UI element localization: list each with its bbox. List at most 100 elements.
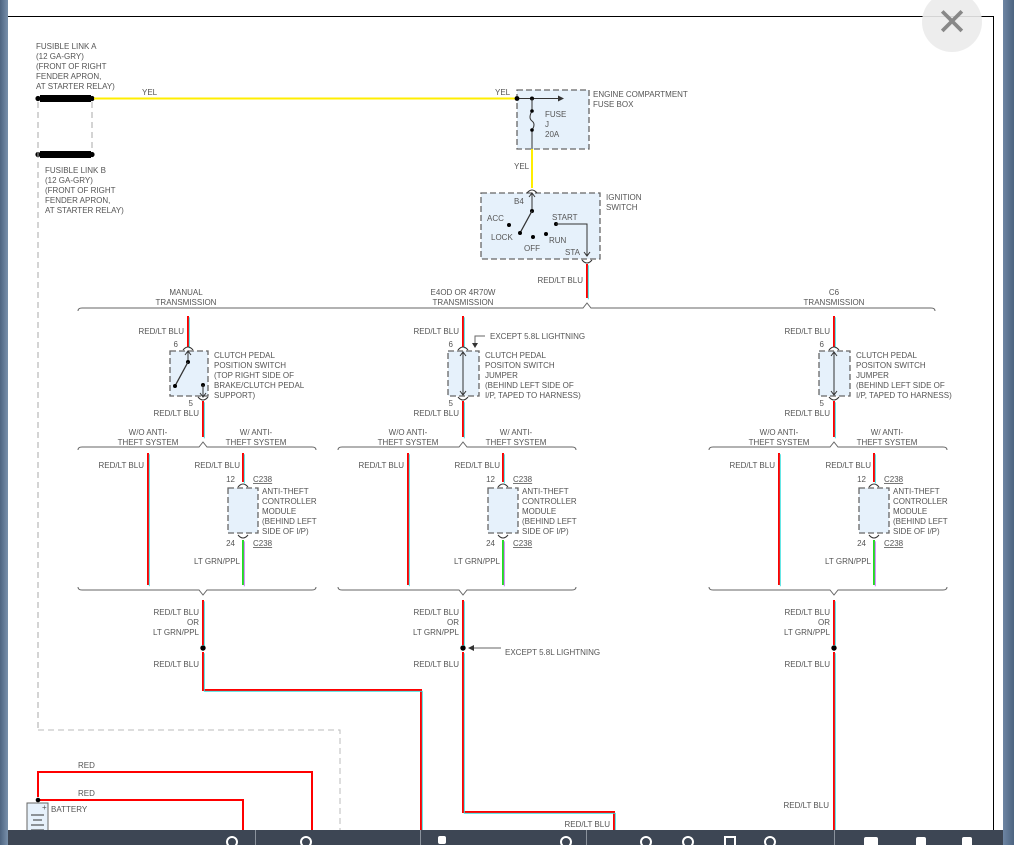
without-anti-theft-label: W/O ANTI- [760, 428, 799, 437]
connector-label: C238 [884, 475, 904, 484]
component-label: BRAKE/CLUTCH PEDAL [214, 381, 305, 390]
wire-label: RED/LT BLU [359, 461, 405, 470]
pin-label: 5 [820, 399, 825, 408]
wire-out [833, 401, 836, 439]
component-label: POSITON SWITCH [856, 361, 926, 370]
zoom-in-icon[interactable] [640, 836, 652, 845]
junction-dot [173, 384, 177, 388]
module-label: MODULE [893, 507, 927, 516]
anti-theft-module [858, 487, 890, 534]
wire-label: RED/LT BLU [154, 660, 200, 669]
switch-output [199, 385, 207, 398]
transmission-brace [77, 302, 936, 312]
wire-label: RED [78, 789, 95, 798]
fusible-link-a-label: FUSIBLE LINK A [36, 42, 97, 51]
module-label: ANTI-THEFT [893, 487, 940, 496]
connector-sta [581, 259, 593, 264]
position-run: RUN [549, 236, 567, 245]
splice-dot [831, 645, 837, 651]
anti-theft-module [227, 487, 259, 534]
connector-c238 [868, 534, 880, 539]
red-lt-blu-wire [462, 652, 616, 832]
module-label: SIDE OF I/P) [262, 527, 309, 536]
wire-label: RED/LT BLU [538, 276, 584, 285]
wire-out [462, 401, 465, 439]
jumper-symbol [459, 351, 467, 396]
battery-terminal [35, 797, 41, 803]
zoom-icon[interactable] [226, 836, 238, 845]
fusible-link-a [40, 95, 91, 102]
red-lt-blu-wire [202, 652, 423, 832]
terminal-label: B4 [514, 197, 524, 206]
switch-blade [174, 361, 189, 387]
wire-label: YEL [142, 88, 158, 97]
module-label: CONTROLLER [522, 497, 577, 506]
red-wire [37, 771, 313, 830]
wire-label: RED/LT BLU [785, 409, 831, 418]
lt-grn-ppl-wire [242, 540, 245, 587]
grid-icon[interactable] [438, 836, 446, 844]
search-icon[interactable] [300, 836, 312, 845]
component-label: POSITION SWITCH [214, 361, 286, 370]
battery-cells [31, 814, 44, 831]
ignition-switch [480, 192, 601, 260]
lt-grn-ppl-wire [502, 540, 505, 587]
print-icon[interactable] [962, 837, 972, 845]
note-label: EXCEPT 5.8L LIGHTNING [490, 332, 585, 341]
right-scrollbar[interactable] [1003, 0, 1014, 845]
fusible-link-b-label: (12 GA-GRY) [45, 176, 93, 185]
module-label: SIDE OF I/P) [893, 527, 940, 536]
clutch-switch [169, 350, 209, 397]
pin-label: 6 [820, 340, 825, 349]
download-icon[interactable] [916, 837, 926, 845]
transmission-label: TRANSMISSION [156, 298, 217, 307]
rotate-icon[interactable] [560, 836, 572, 845]
module-label: MODULE [522, 507, 556, 516]
component-label: (BEHIND LEFT SIDE OF [856, 381, 945, 390]
merge-brace [77, 586, 317, 596]
zoom-out-icon[interactable] [682, 836, 694, 845]
junction-dot [35, 95, 41, 102]
with-anti-theft-label: THEFT SYSTEM [857, 438, 918, 447]
module-label: ANTI-THEFT [262, 487, 309, 496]
wire-label: OR [447, 618, 459, 627]
position-off: OFF [524, 244, 540, 253]
wire-label: RED/LT BLU [414, 327, 460, 336]
module-label: CONTROLLER [893, 497, 948, 506]
position-lock: LOCK [491, 233, 513, 242]
red-lt-blu-wire-stripe [463, 653, 616, 832]
wire-label: LT GRN/PPL [454, 557, 500, 566]
fuse-box-label: FUSE BOX [593, 100, 634, 109]
with-anti-theft-wire [502, 453, 505, 484]
wire-label: RED/LT BLU [99, 461, 145, 470]
junction-dot [530, 128, 534, 132]
fuse-symbol [529, 98, 535, 149]
without-anti-theft-wire [778, 453, 781, 587]
with-anti-theft-label: W/ ANTI- [500, 428, 533, 437]
close-button[interactable]: ✕ [922, 0, 982, 52]
wire-label: RED/LT BLU [414, 409, 460, 418]
wire-label: LT GRN/PPL [194, 557, 240, 566]
junction-dot [518, 231, 522, 235]
connector-c238 [868, 483, 880, 488]
fit-icon[interactable] [724, 836, 736, 845]
ignition-wiper [519, 210, 533, 234]
without-anti-theft-label: THEFT SYSTEM [378, 438, 439, 447]
note-leader [474, 335, 485, 345]
junction-dot [530, 109, 534, 113]
red-lt-blu-wire-stripe [203, 653, 423, 832]
red-wire-main [37, 771, 313, 830]
arrow-icon [558, 95, 564, 102]
connector-c238 [497, 483, 509, 488]
ignition-switch-label: SWITCH [606, 203, 638, 212]
connector-label: C238 [253, 539, 273, 548]
page-icon[interactable] [864, 837, 878, 845]
redo-icon[interactable] [764, 836, 776, 845]
jumper-symbol [830, 351, 838, 396]
fusible-link-a-label: FENDER APRON, [36, 72, 101, 81]
wire-label: OR [818, 618, 830, 627]
lt-grn-ppl-wire [873, 540, 876, 587]
wire-label: RED/LT BLU [785, 660, 831, 669]
wire-label: RED/LT BLU [414, 608, 460, 617]
connector-c238 [237, 534, 249, 539]
